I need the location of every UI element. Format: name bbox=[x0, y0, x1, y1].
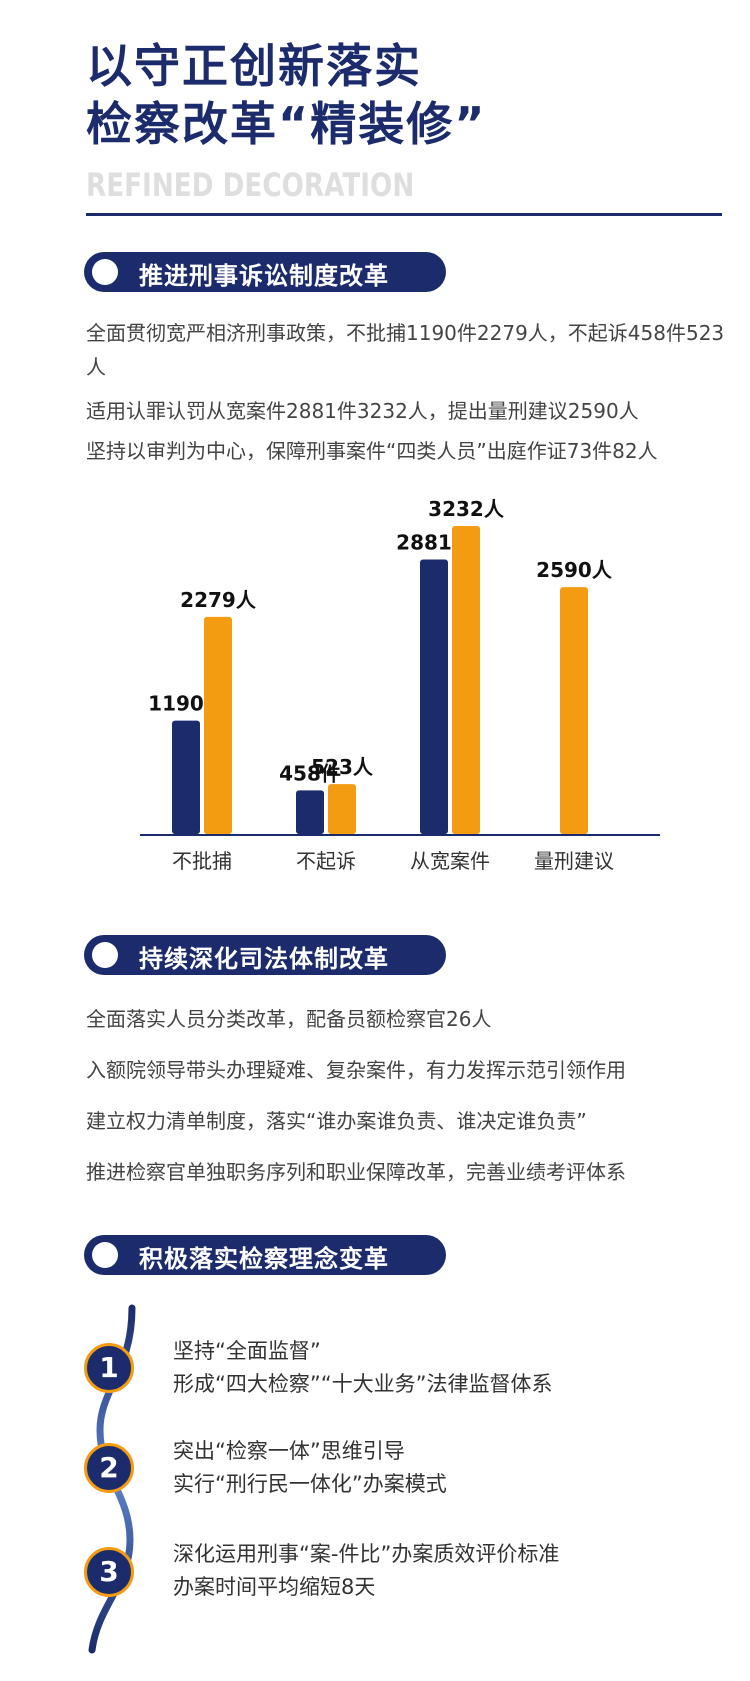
step-number-2: 2 bbox=[84, 1443, 134, 1493]
section2-paragraph-2: 入额院领导带头办理疑难、复杂案件，有力发挥示范引领作用 bbox=[86, 1058, 626, 1082]
step2-line2: 实行“刑行民一体化”办案模式 bbox=[173, 1472, 447, 1496]
category-label: 不批捕 bbox=[172, 849, 232, 873]
category-label: 从宽案件 bbox=[410, 849, 490, 873]
bullet-circle-icon bbox=[92, 259, 118, 285]
step-number-1: 1 bbox=[84, 1343, 134, 1393]
step3-line1: 深化运用刑事“案-件比”办案质效评价标准 bbox=[173, 1542, 560, 1566]
section1-header: 推进刑事诉讼制度改革 bbox=[84, 252, 446, 292]
step-number-3: 3 bbox=[84, 1547, 134, 1597]
section2-paragraph-1: 全面落实人员分类改革，配备员额检察官26人 bbox=[86, 1007, 492, 1031]
category-label: 量刑建议 bbox=[534, 849, 614, 873]
step3-line2: 办案时间平均缩短8天 bbox=[173, 1575, 376, 1599]
bar-量刑建议-series1 bbox=[560, 587, 588, 834]
section2-paragraph-4: 推进检察官单独职务序列和职业保障改革，完善业绩考评体系 bbox=[86, 1160, 626, 1184]
page-title-line2: 检察改革“精装修” bbox=[86, 97, 487, 151]
data-label: 523人 bbox=[311, 755, 374, 779]
page-title-line1: 以守正创新落实 bbox=[86, 39, 422, 93]
section2-title: 持续深化司法体制改革 bbox=[139, 945, 389, 973]
bar-不批捕-series1 bbox=[204, 616, 232, 834]
data-label: 458件 bbox=[279, 761, 341, 785]
data-label: 2590人 bbox=[536, 558, 613, 582]
section2-paragraph-3: 建立权力清单制度，落实“谁办案谁负责、谁决定谁负责” bbox=[86, 1109, 587, 1133]
section3-header: 积极落实检察理念变革 bbox=[84, 1235, 446, 1275]
bar-不批捕-series0 bbox=[172, 720, 200, 834]
section1-paragraph-1: 全面贯彻宽严相济刑事政策，不批捕1190件2279人，不起诉458件523人 bbox=[86, 321, 725, 379]
category-label: 不起诉 bbox=[296, 849, 356, 873]
bar-chart: 1190件2279人不批捕458件523人不起诉2881件3232人从宽案件25… bbox=[140, 497, 660, 873]
header-divider bbox=[86, 213, 722, 216]
step1-line2: 形成“四大检察”“十大业务”法律监督体系 bbox=[173, 1372, 553, 1396]
section1-title: 推进刑事诉讼制度改革 bbox=[139, 262, 389, 290]
bar-从宽案件-series0 bbox=[420, 559, 448, 834]
section1-paragraph-3: 坚持以审判为中心，保障刑事案件“四类人员”出庭作证73件82人 bbox=[86, 439, 658, 463]
step1-line1: 坚持“全面监督” bbox=[173, 1339, 321, 1363]
bar-不起诉-series1 bbox=[328, 784, 356, 834]
bar-不起诉-series0 bbox=[296, 790, 324, 834]
bar-从宽案件-series1 bbox=[452, 526, 480, 834]
section2-header: 持续深化司法体制改革 bbox=[84, 935, 446, 975]
step2-line1: 突出“检察一体”思维引导 bbox=[173, 1439, 405, 1463]
data-label: 2279人 bbox=[180, 588, 257, 612]
english-subtitle: REFINED DECORATION bbox=[86, 166, 415, 204]
section3-title: 积极落实检察理念变革 bbox=[139, 1245, 389, 1273]
section1-paragraph-2: 适用认罪认罚从宽案件2881件3232人，提出量刑建议2590人 bbox=[86, 399, 639, 423]
bullet-circle-icon bbox=[92, 942, 118, 968]
data-label: 3232人 bbox=[428, 497, 505, 521]
bullet-circle-icon bbox=[92, 1242, 118, 1268]
